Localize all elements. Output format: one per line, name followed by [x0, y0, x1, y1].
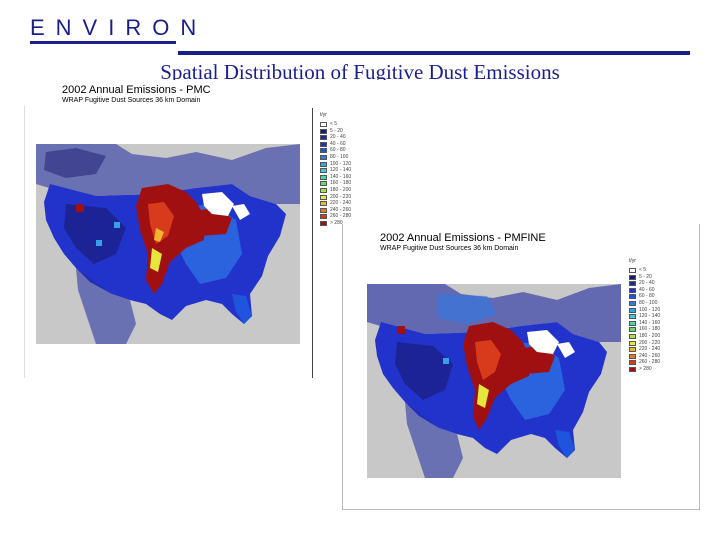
legend-swatch — [629, 340, 636, 346]
legend-label: 180 - 200 — [639, 333, 661, 339]
legend-swatch — [629, 334, 636, 339]
legend-label: 240 - 260 — [639, 352, 661, 359]
legend-swatch — [320, 128, 327, 134]
legend-swatch — [320, 148, 327, 154]
pmc-map-panel: 2002 Annual Emissions - PMC WRAP Fugitiv… — [24, 80, 394, 378]
logo-underline — [30, 41, 176, 44]
legend-label: 160 - 180 — [330, 180, 352, 187]
legend-label: 180 - 200 — [330, 187, 352, 193]
legend-swatch — [320, 181, 327, 187]
pmc-left-frame — [24, 106, 25, 378]
legend-swatch — [320, 221, 327, 226]
legend-label: 80 - 100 — [330, 154, 349, 160]
legend-label: 20 - 40 — [330, 134, 346, 141]
legend-label: 80 - 100 — [639, 300, 658, 306]
legend-swatch — [629, 294, 636, 300]
legend-swatch — [320, 122, 327, 127]
legend-label: 220 - 240 — [330, 200, 352, 207]
legend-swatch — [629, 353, 636, 359]
legend-swatch — [320, 161, 327, 167]
legend-label: 60 - 80 — [639, 293, 655, 300]
pmfine-map-panel: 2002 Annual Emissions - PMFINE WRAP Fugi… — [342, 224, 700, 510]
legend-label: 40 - 60 — [330, 140, 346, 147]
legend-label: 100 - 120 — [639, 306, 661, 313]
legend-swatch — [320, 135, 327, 141]
legend-swatch — [320, 174, 327, 180]
legend-swatch — [629, 301, 636, 306]
legend-label: > 280 — [639, 366, 652, 372]
legend-label: 5 - 20 — [639, 273, 652, 280]
legend-swatch — [320, 155, 327, 160]
header-rule — [178, 51, 690, 55]
pmc-map-title: 2002 Annual Emissions - PMC — [62, 84, 211, 96]
pmc-map-subtitle: WRAP Fugitive Dust Sources 36 km Domain — [62, 97, 201, 104]
legend-swatch — [629, 307, 636, 313]
legend-swatch — [629, 281, 636, 287]
legend-swatch — [629, 268, 636, 273]
pmfine-map-subtitle: WRAP Fugitive Dust Sources 36 km Domain — [380, 245, 519, 252]
legend-label: 160 - 180 — [639, 326, 661, 333]
legend-label: > 280 — [330, 220, 343, 226]
legend-label: 60 - 80 — [330, 147, 346, 154]
legend-swatch — [320, 207, 327, 213]
legend-label: 40 - 60 — [639, 286, 655, 293]
legend-label: 120 - 140 — [639, 313, 661, 320]
legend-swatch — [320, 214, 327, 220]
legend-label: 20 - 40 — [639, 280, 655, 287]
legend-swatch — [629, 287, 636, 293]
legend-swatch — [629, 367, 636, 372]
logo-text: ENVIRON — [30, 15, 208, 40]
legend-label: 220 - 240 — [639, 346, 661, 353]
pmfine-legend-unit: t/yr — [629, 258, 636, 264]
pmfine-map-title: 2002 Annual Emissions - PMFINE — [380, 232, 546, 244]
legend-swatch — [629, 347, 636, 353]
legend-swatch — [320, 168, 327, 174]
legend-swatch — [629, 314, 636, 320]
pmc-legend-unit: t/yr — [320, 112, 327, 118]
legend-label: < 5 — [330, 121, 338, 127]
legend-label: < 5 — [639, 267, 647, 273]
legend-swatch — [629, 320, 636, 326]
legend-swatch — [629, 274, 636, 280]
legend-label: 100 - 120 — [330, 160, 352, 167]
legend-label: 200 - 220 — [639, 339, 661, 346]
pmfine-emission-map — [367, 284, 621, 478]
legend-label: 240 - 260 — [330, 206, 352, 213]
legend-swatch — [320, 188, 327, 193]
legend-label: 260 - 280 — [330, 213, 352, 220]
legend-label: 200 - 220 — [330, 193, 352, 200]
legend-label: 5 - 20 — [330, 127, 343, 134]
legend-swatch — [629, 360, 636, 366]
legend-label: 260 - 280 — [639, 359, 661, 366]
legend-label: 140 - 160 — [639, 319, 661, 326]
pmc-emission-map — [36, 144, 300, 344]
legend-swatch — [629, 327, 636, 333]
legend-swatch — [320, 194, 327, 200]
legend-swatch — [320, 141, 327, 147]
legend-swatch — [320, 201, 327, 207]
environ-logo: ENVIRON — [30, 16, 196, 44]
pmc-legend-divider — [312, 108, 313, 378]
legend-label: 140 - 160 — [330, 173, 352, 180]
legend-label: 120 - 140 — [330, 167, 352, 174]
